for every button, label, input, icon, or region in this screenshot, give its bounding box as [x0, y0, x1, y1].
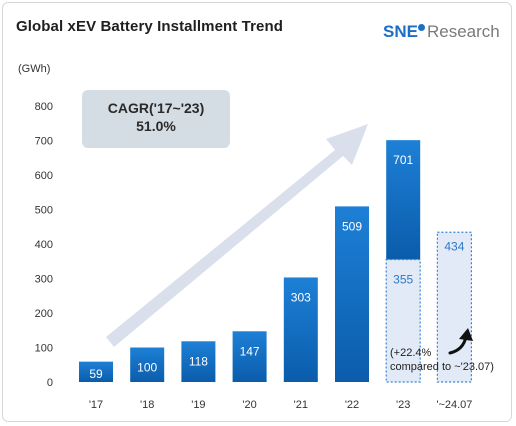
trend-arrow — [106, 124, 368, 347]
growth-note-line2: compared to ~'23.07) — [390, 361, 494, 373]
bar — [283, 277, 318, 382]
y-tick-label: 400 — [35, 239, 53, 251]
bar — [130, 347, 165, 382]
chart-title: Global xEV Battery Installment Trend — [16, 18, 284, 35]
x-tick-label: '22 — [345, 399, 359, 411]
y-tick-label: 700 — [35, 136, 53, 148]
x-tick-label: '18 — [140, 399, 154, 411]
growth-note: (+22.4% compared to ~'23.07) — [390, 346, 494, 374]
bar-value-label: 147 — [240, 344, 260, 358]
growth-arrow-head — [459, 328, 473, 341]
growth-arrow-icon — [448, 328, 473, 355]
cagr-callout: CAGR('17~'23) 51.0% — [82, 90, 230, 148]
cagr-label: CAGR('17~'23) — [107, 100, 205, 116]
bar-partial-label: 355 — [393, 273, 413, 287]
bar-value-label: 59 — [89, 367, 103, 381]
y-tick-label: 800 — [35, 101, 53, 113]
x-axis-ticks: '17 '18 '19 '20 '21 '22 '23 '~24.07 — [89, 399, 473, 411]
bar-value-label: 434 — [444, 239, 464, 253]
data-labels: 59 100 118 147 303 509 355 701 434 — [89, 153, 464, 381]
bar — [335, 206, 369, 382]
x-tick-label: '17 — [89, 399, 103, 411]
y-tick-label: 200 — [35, 308, 53, 320]
y-tick-label: 600 — [35, 170, 53, 182]
bar — [79, 361, 113, 382]
bar — [386, 140, 421, 260]
y-tick-label: 500 — [35, 205, 53, 217]
trend-arrow-shape — [106, 124, 368, 347]
y-tick-label: 300 — [35, 274, 53, 286]
bar-value-label: 100 — [137, 361, 157, 375]
y-tick-label: 100 — [35, 343, 53, 355]
bar — [436, 231, 472, 383]
y-tick-label: 0 — [47, 377, 53, 389]
bars — [79, 140, 472, 383]
bar — [181, 341, 216, 382]
bar-partial — [385, 258, 421, 383]
y-axis-unit-label: (GWh) — [18, 63, 51, 75]
sne-research-logo: SNE Research — [383, 22, 500, 42]
x-tick-label: '~24.07 — [436, 399, 472, 411]
x-tick-label: '21 — [294, 399, 308, 411]
logo-brand: SNE — [383, 22, 418, 41]
bar-value-label: 303 — [291, 290, 311, 304]
bar — [232, 331, 267, 382]
y-axis-ticks: 0 100 200 300 400 500 600 700 800 — [35, 101, 53, 389]
bar-value-label: 509 — [342, 219, 362, 233]
cagr-value: 51.0% — [136, 118, 176, 134]
chart-frame — [2, 2, 512, 422]
logo-suffix: Research — [426, 22, 500, 41]
logo-dot-icon — [417, 24, 425, 31]
x-tick-label: '19 — [191, 399, 205, 411]
bar-value-label: 118 — [189, 354, 208, 368]
growth-note-line1: (+22.4% — [390, 347, 432, 359]
x-tick-label: '20 — [242, 399, 256, 411]
x-tick-label: '23 — [396, 399, 410, 411]
bar-value-label: 701 — [393, 153, 413, 167]
